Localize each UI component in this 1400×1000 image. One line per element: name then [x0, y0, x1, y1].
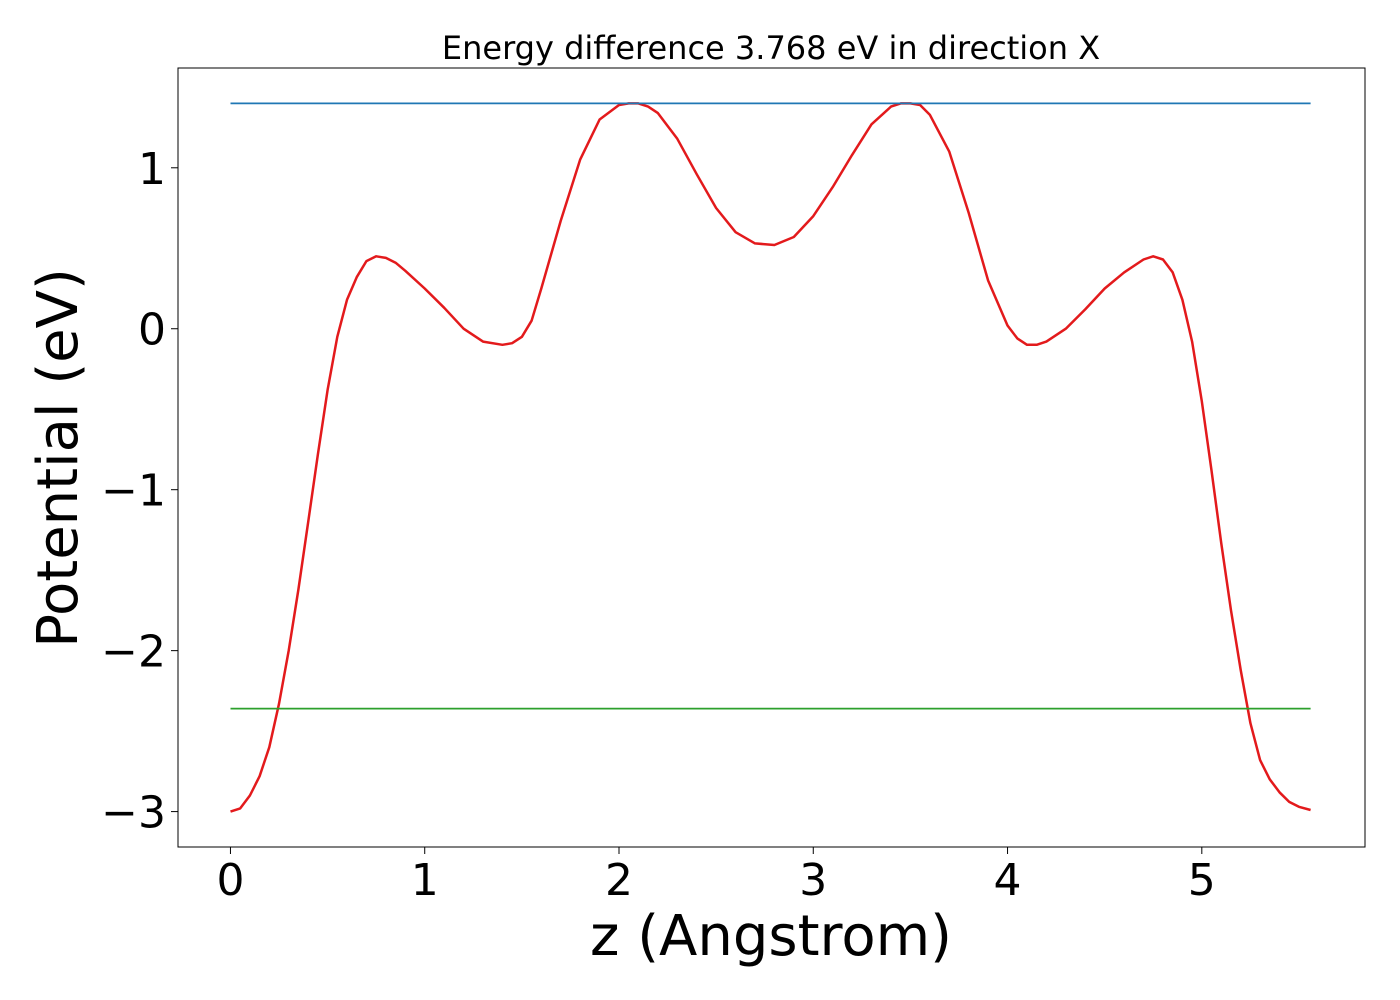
y-axis-label: Potential (eV) [26, 268, 91, 648]
x-tick-label: 2 [605, 855, 633, 906]
y-tick-label: −2 [101, 627, 166, 678]
chart-title: Energy difference 3.768 eV in direction … [442, 29, 1100, 67]
x-tick-label: 4 [994, 855, 1022, 906]
x-tick-label: 0 [216, 855, 244, 906]
x-tick-label: 5 [1188, 855, 1216, 906]
plot-lines [230, 102, 1311, 813]
x-axis-label: z (Angstrom) [590, 904, 952, 969]
plot-frame [177, 67, 1366, 848]
y-axis: −3 −2 −1 0 1 [101, 144, 178, 839]
potential-curve [230, 102, 1311, 813]
x-tick-label: 3 [799, 855, 827, 906]
y-tick-label: −3 [101, 788, 166, 839]
x-tick-label: 1 [411, 855, 439, 906]
y-tick-label: 0 [138, 305, 166, 356]
x-axis: 0 1 2 3 4 5 [216, 847, 1216, 906]
y-tick-label: −1 [101, 466, 166, 517]
y-tick-label: 1 [138, 144, 166, 195]
